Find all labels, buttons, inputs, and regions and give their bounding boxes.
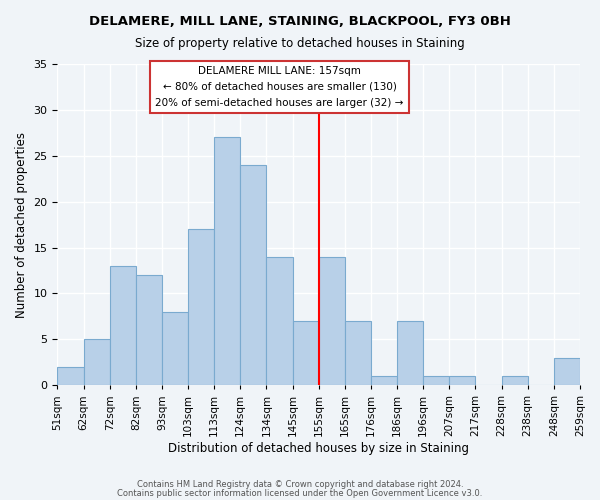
Y-axis label: Number of detached properties: Number of detached properties (15, 132, 28, 318)
Bar (136, 275, 162, 386)
Bar (554, 358, 580, 386)
Text: DELAMERE, MILL LANE, STAINING, BLACKPOOL, FY3 0BH: DELAMERE, MILL LANE, STAINING, BLACKPOOL… (89, 15, 511, 28)
Bar (110, 266, 136, 386)
Bar (58, 367, 83, 386)
Bar (371, 376, 397, 386)
Text: Size of property relative to detached houses in Staining: Size of property relative to detached ho… (135, 38, 465, 51)
Bar (345, 321, 371, 386)
Bar (214, 138, 241, 386)
Bar (293, 321, 319, 386)
Bar (241, 165, 266, 386)
Bar (83, 340, 110, 386)
X-axis label: Distribution of detached houses by size in Staining: Distribution of detached houses by size … (168, 442, 469, 455)
Bar (423, 376, 449, 386)
Bar (162, 312, 188, 386)
Bar (188, 229, 214, 386)
Bar (266, 257, 293, 386)
Text: Contains public sector information licensed under the Open Government Licence v3: Contains public sector information licen… (118, 488, 482, 498)
Bar (449, 376, 475, 386)
Text: DELAMERE MILL LANE: 157sqm
← 80% of detached houses are smaller (130)
20% of sem: DELAMERE MILL LANE: 157sqm ← 80% of deta… (155, 66, 404, 108)
Text: Contains HM Land Registry data © Crown copyright and database right 2024.: Contains HM Land Registry data © Crown c… (137, 480, 463, 489)
Bar (397, 321, 423, 386)
Bar (502, 376, 528, 386)
Bar (319, 257, 345, 386)
